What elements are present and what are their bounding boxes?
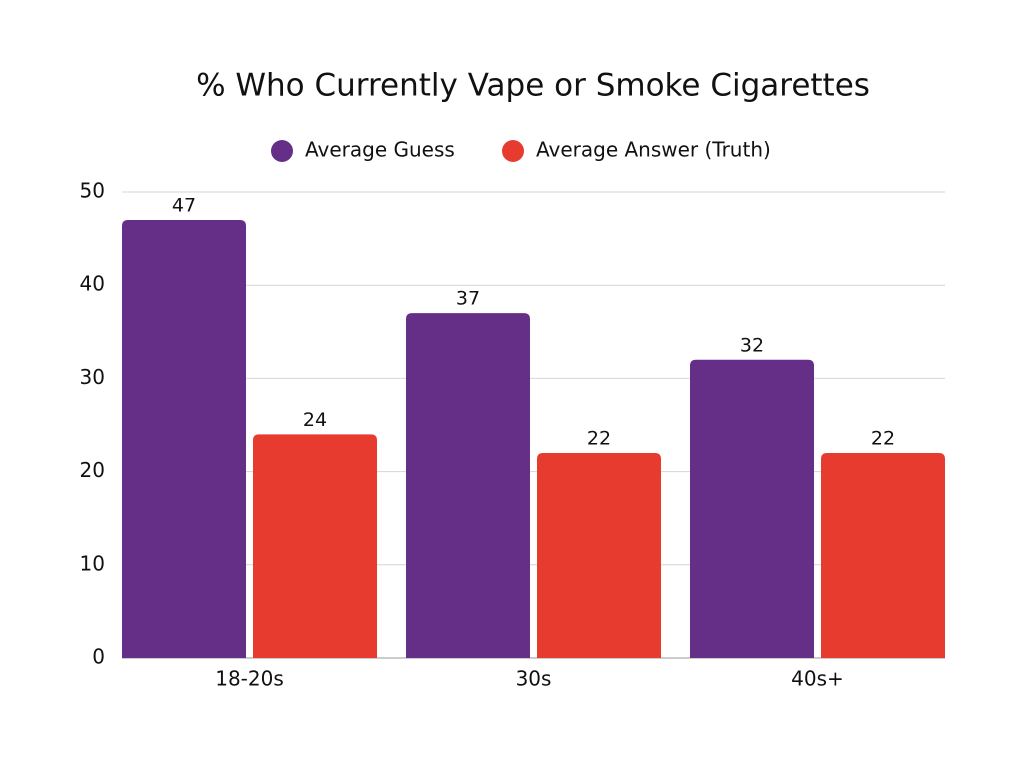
data-label: 47 (172, 194, 196, 216)
data-label: 37 (456, 288, 480, 310)
bar (406, 313, 530, 658)
x-tick-label: 18-20s (215, 667, 284, 691)
y-tick-label: 30 (80, 365, 105, 389)
data-label: 22 (871, 427, 895, 449)
bar (122, 219, 246, 658)
data-label: 32 (740, 334, 764, 356)
chart-title: % Who Currently Vape or Smoke Cigarettes (196, 68, 870, 104)
legend-marker (502, 140, 524, 162)
x-tick-label: 40s+ (791, 667, 844, 691)
bar (690, 359, 814, 658)
bar (253, 434, 377, 658)
legend-label: Average Answer (Truth) (536, 138, 771, 162)
legend-label: Average Guess (305, 138, 455, 162)
y-tick-label: 40 (80, 272, 105, 296)
data-label: 22 (587, 427, 611, 449)
bar (537, 452, 661, 658)
y-tick-label: 50 (80, 179, 105, 203)
y-tick-label: 0 (92, 645, 105, 669)
x-tick-label: 30s (516, 667, 552, 691)
y-tick-label: 20 (80, 458, 105, 482)
y-tick-label: 10 (80, 551, 105, 575)
bar (821, 452, 945, 658)
data-label: 24 (303, 409, 327, 431)
legend-marker (271, 140, 293, 162)
